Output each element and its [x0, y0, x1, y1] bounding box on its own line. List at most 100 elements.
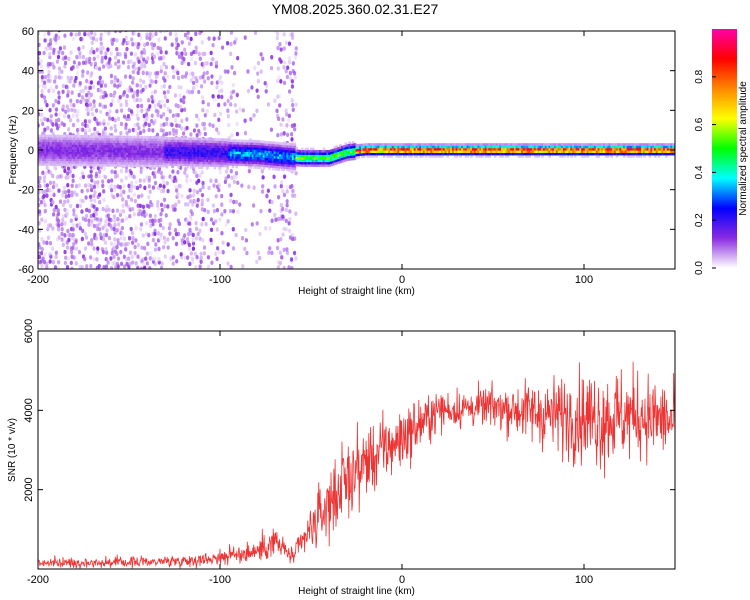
heatmap-cell	[431, 148, 435, 151]
heatmap-cell	[126, 241, 130, 246]
heatmap-cell	[131, 145, 135, 148]
heatmap-cell	[184, 158, 188, 162]
heatmap-cell	[150, 113, 154, 118]
heatmap-cell	[207, 185, 211, 191]
heatmap-cell	[159, 104, 163, 109]
heatmap-cell	[55, 134, 58, 138]
heatmap-cell	[266, 164, 269, 168]
heatmap-cell	[84, 154, 87, 157]
heatmap-cell	[55, 59, 60, 64]
heatmap-cell	[528, 152, 531, 156]
heatmap-cell	[368, 148, 371, 151]
heatmap-cell	[227, 183, 231, 188]
heatmap-cell	[515, 143, 519, 146]
heatmap-cell	[601, 152, 604, 156]
heatmap-cell	[668, 148, 672, 151]
heatmap-cell	[110, 41, 115, 46]
heatmap-cell	[379, 148, 382, 151]
heatmap-cell	[302, 161, 306, 165]
heatmap-cell	[430, 143, 433, 146]
heatmap-cell	[43, 80, 47, 85]
heatmap-cell	[201, 184, 205, 190]
heatmap-cell	[439, 155, 442, 158]
heatmap-cell	[391, 145, 395, 149]
heatmap-cell	[217, 187, 221, 193]
heatmap-cell	[127, 183, 131, 189]
heatmap-cell	[297, 156, 300, 160]
heatmap-cell	[63, 64, 67, 69]
heatmap-cell	[275, 146, 279, 150]
heatmap-cell	[289, 164, 293, 168]
heatmap-cell	[249, 151, 253, 155]
heatmap-cell	[380, 150, 384, 153]
heatmap-cell	[125, 131, 129, 136]
heatmap-cell	[58, 141, 62, 145]
heatmap-cell	[380, 152, 384, 156]
heatmap-cell	[253, 142, 257, 146]
heatmap-cell	[562, 145, 566, 149]
heatmap-cell	[402, 148, 406, 151]
heatmap-cell	[223, 209, 227, 214]
heatmap-cell	[490, 145, 493, 149]
heatmap-cell	[55, 139, 58, 143]
heatmap-cell	[80, 142, 84, 145]
heatmap-cell	[119, 131, 123, 136]
heatmap-cell	[220, 164, 224, 168]
heatmap-cell	[73, 158, 76, 162]
heatmap-cell	[57, 149, 60, 152]
heatmap-cell	[84, 151, 87, 155]
heatmap-cell	[49, 114, 53, 119]
heatmap-cell	[517, 143, 521, 146]
heatmap-cell	[624, 143, 628, 146]
heatmap-cell	[77, 146, 80, 150]
heatmap-cell	[229, 264, 233, 269]
heatmap-cell	[493, 143, 497, 146]
heatmap-cell	[72, 255, 76, 260]
heatmap-cell	[293, 55, 298, 60]
heatmap-cell	[98, 102, 102, 107]
heatmap-cell	[295, 163, 299, 167]
heatmap-cell	[289, 159, 293, 163]
heatmap-cell	[125, 87, 129, 93]
heatmap-cell	[67, 153, 71, 157]
heatmap-cell	[128, 138, 131, 141]
heatmap-cell	[263, 81, 267, 86]
heatmap-cell	[595, 152, 599, 156]
heatmap-cell	[257, 156, 260, 160]
heatmap-cell	[60, 153, 64, 157]
heatmap-cell	[168, 158, 171, 162]
heatmap-cell	[262, 166, 266, 170]
heatmap-cell	[402, 155, 406, 158]
heatmap-cell	[235, 109, 239, 114]
heatmap-cell	[635, 143, 639, 146]
heatmap-cell	[84, 147, 87, 150]
heatmap-cell	[65, 211, 69, 217]
heatmap-cell	[81, 73, 85, 78]
heatmap-cell	[166, 148, 169, 152]
heatmap-cell	[499, 143, 502, 146]
heatmap-cell	[269, 153, 273, 156]
heatmap-cell	[437, 150, 440, 153]
heatmap-cell	[75, 113, 79, 118]
heatmap-cell	[64, 158, 67, 162]
heatmap-cell	[120, 152, 124, 155]
heatmap-cell	[663, 150, 666, 153]
heatmap-cell	[442, 143, 446, 146]
heatmap-cell	[410, 145, 413, 149]
heatmap-cell	[42, 160, 46, 164]
heatmap-cell	[182, 163, 186, 167]
heatmap-cell	[260, 145, 264, 148]
heatmap-cell	[522, 145, 526, 149]
heatmap-cell	[135, 152, 138, 156]
heatmap-cell	[552, 152, 555, 156]
heatmap-cell	[273, 155, 277, 159]
heatmap-cell	[66, 127, 71, 132]
heatmap-cell	[66, 153, 69, 157]
heatmap-cell	[162, 145, 166, 149]
heatmap-cell	[268, 164, 271, 168]
heatmap-cell	[597, 155, 601, 158]
heatmap-cell	[171, 160, 175, 164]
heatmap-cell	[619, 152, 622, 156]
heatmap-cell	[284, 159, 288, 162]
heatmap-cell	[153, 256, 157, 262]
